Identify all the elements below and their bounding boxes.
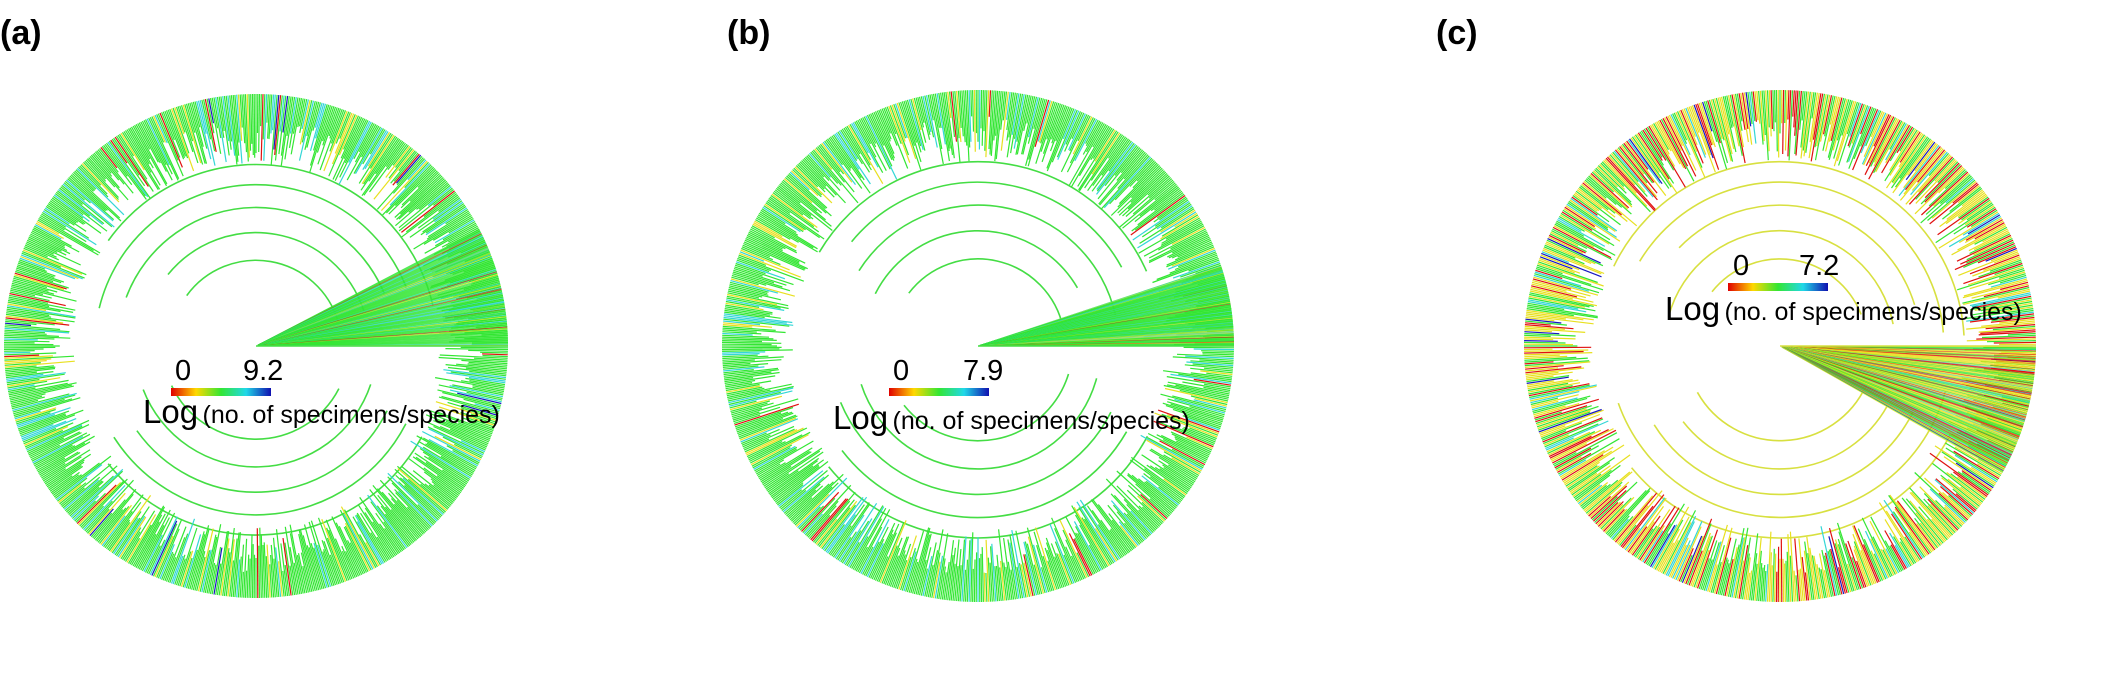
panel-a: (a) 0 9.2 Log (no. of specimens/species) bbox=[0, 0, 709, 694]
legend-a: 0 9.2 Log (no. of specimens/species) bbox=[143, 355, 543, 445]
legend-max-b: 7.9 bbox=[963, 355, 1004, 387]
panel-label-a: (a) bbox=[0, 14, 42, 52]
legend-title-c: Log (no. of specimens/species) bbox=[1665, 290, 2022, 327]
phylogeny-tree-c bbox=[1523, 89, 2037, 603]
phylogeny-tree-b bbox=[721, 89, 1235, 603]
legend-min-a: 0 bbox=[175, 355, 192, 387]
legend-max-c: 7.2 bbox=[1799, 250, 1840, 282]
legend-colorbar-b bbox=[889, 388, 989, 396]
panel-b: (b) 0 7.9 Log (no. of specimens/species) bbox=[709, 0, 1418, 694]
legend-colorbar-a bbox=[171, 388, 271, 396]
legend-c: 0 7.2 Log (no. of specimens/species) bbox=[1665, 250, 2093, 350]
phylogeny-tree-a bbox=[3, 93, 509, 599]
legend-min-b: 0 bbox=[893, 355, 910, 387]
legend-max-a: 9.2 bbox=[243, 355, 284, 387]
panel-label-b: (b) bbox=[727, 14, 771, 52]
legend-min-c: 0 bbox=[1733, 250, 1750, 282]
legend-b: 0 7.9 Log (no. of specimens/species) bbox=[833, 355, 1284, 455]
panel-label-c: (c) bbox=[1436, 14, 1478, 52]
legend-colorbar-c bbox=[1728, 283, 1828, 291]
legend-title-a: Log (no. of specimens/species) bbox=[143, 393, 500, 430]
legend-title-b: Log (no. of specimens/species) bbox=[833, 399, 1190, 436]
panel-c: (c) 0 7.2 Log (no. of specimens/species) bbox=[1418, 0, 2127, 694]
